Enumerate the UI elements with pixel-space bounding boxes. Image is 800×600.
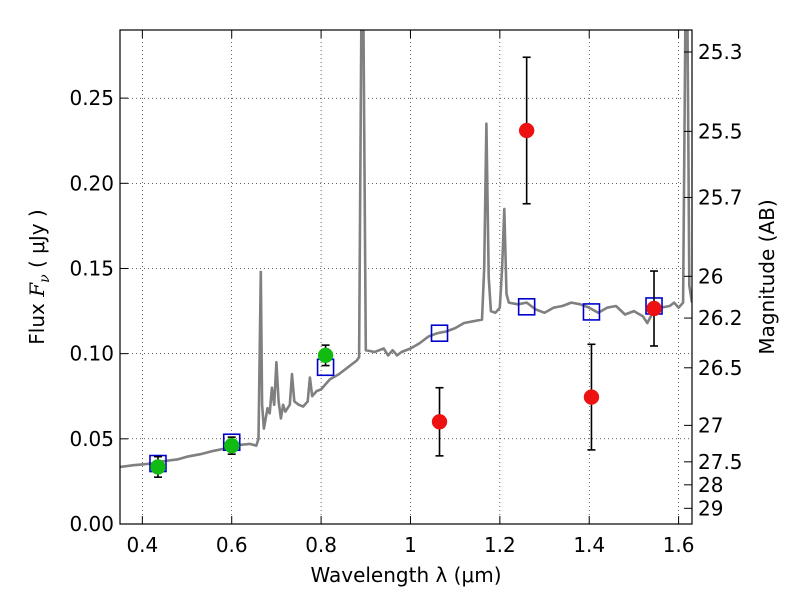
plot-frame xyxy=(119,29,693,525)
data-point xyxy=(646,300,662,317)
y-axis-label-prefix: Flux xyxy=(25,297,49,345)
y-axis-ticks: 0.00 0.05 0.10 0.15 0.20 0.25 xyxy=(69,86,128,536)
y2-tick-label: 28 xyxy=(698,473,723,497)
y2-tick-label: 27 xyxy=(698,413,723,437)
x-axis-ticks: 0.4 0.6 0.8 1 1.2 1.4 1.6 xyxy=(126,30,695,557)
y2-tick-label: 26 xyxy=(698,264,723,288)
y2-tick-label: 25.3 xyxy=(698,40,743,64)
y-axis-label: Flux Fν ( μJy ) xyxy=(25,209,53,344)
model-square-marker xyxy=(582,303,601,321)
data-point xyxy=(518,122,535,139)
data-point xyxy=(223,437,240,454)
model-square-marker xyxy=(517,298,536,316)
y2-tick-label: 26.5 xyxy=(698,356,743,380)
x-tick-label: 0.6 xyxy=(216,533,248,557)
x-tick-label: 0.8 xyxy=(305,533,337,557)
spectrum-path xyxy=(120,30,692,469)
y-tick-label: 0.25 xyxy=(69,86,114,110)
spectrum-line xyxy=(120,30,692,469)
data-point xyxy=(317,347,334,364)
gridlines xyxy=(120,30,692,524)
data-point xyxy=(431,414,448,430)
y2-tick-label: 29 xyxy=(698,496,723,520)
y-tick-label: 0.10 xyxy=(69,342,114,366)
y2-tick-label: 27.5 xyxy=(698,450,743,474)
red-points xyxy=(431,122,662,430)
data-point xyxy=(583,389,600,405)
x-tick-label: 1.2 xyxy=(484,533,516,557)
y2-tick-label: 25.5 xyxy=(698,119,743,143)
x-tick-label: 1.4 xyxy=(573,533,605,557)
y2-axis-label: Magnitude (AB) xyxy=(755,199,779,354)
y-tick-label: 0.20 xyxy=(69,171,114,195)
y-tick-label: 0.05 xyxy=(69,427,114,451)
y-axis-label-subscript: ν xyxy=(37,274,53,283)
x-tick-label: 1 xyxy=(404,533,417,557)
x-tick-label: 0.4 xyxy=(126,533,158,557)
y-tick-label: 0.15 xyxy=(69,256,114,280)
data-point xyxy=(150,459,166,475)
y2-tick-label: 25.7 xyxy=(698,185,743,209)
y-tick-label: 0.00 xyxy=(69,512,114,536)
x-tick-label: 1.6 xyxy=(663,533,695,557)
error-bars xyxy=(153,56,659,478)
y-axis-label-symbol: F xyxy=(25,282,49,298)
x-axis-label: Wavelength λ (μm) xyxy=(310,563,501,587)
model-square-marker xyxy=(430,324,449,343)
y-axis-label-units: ( μJy ) xyxy=(25,209,49,274)
green-points xyxy=(150,347,334,475)
y2-tick-label: 26.2 xyxy=(698,306,743,330)
